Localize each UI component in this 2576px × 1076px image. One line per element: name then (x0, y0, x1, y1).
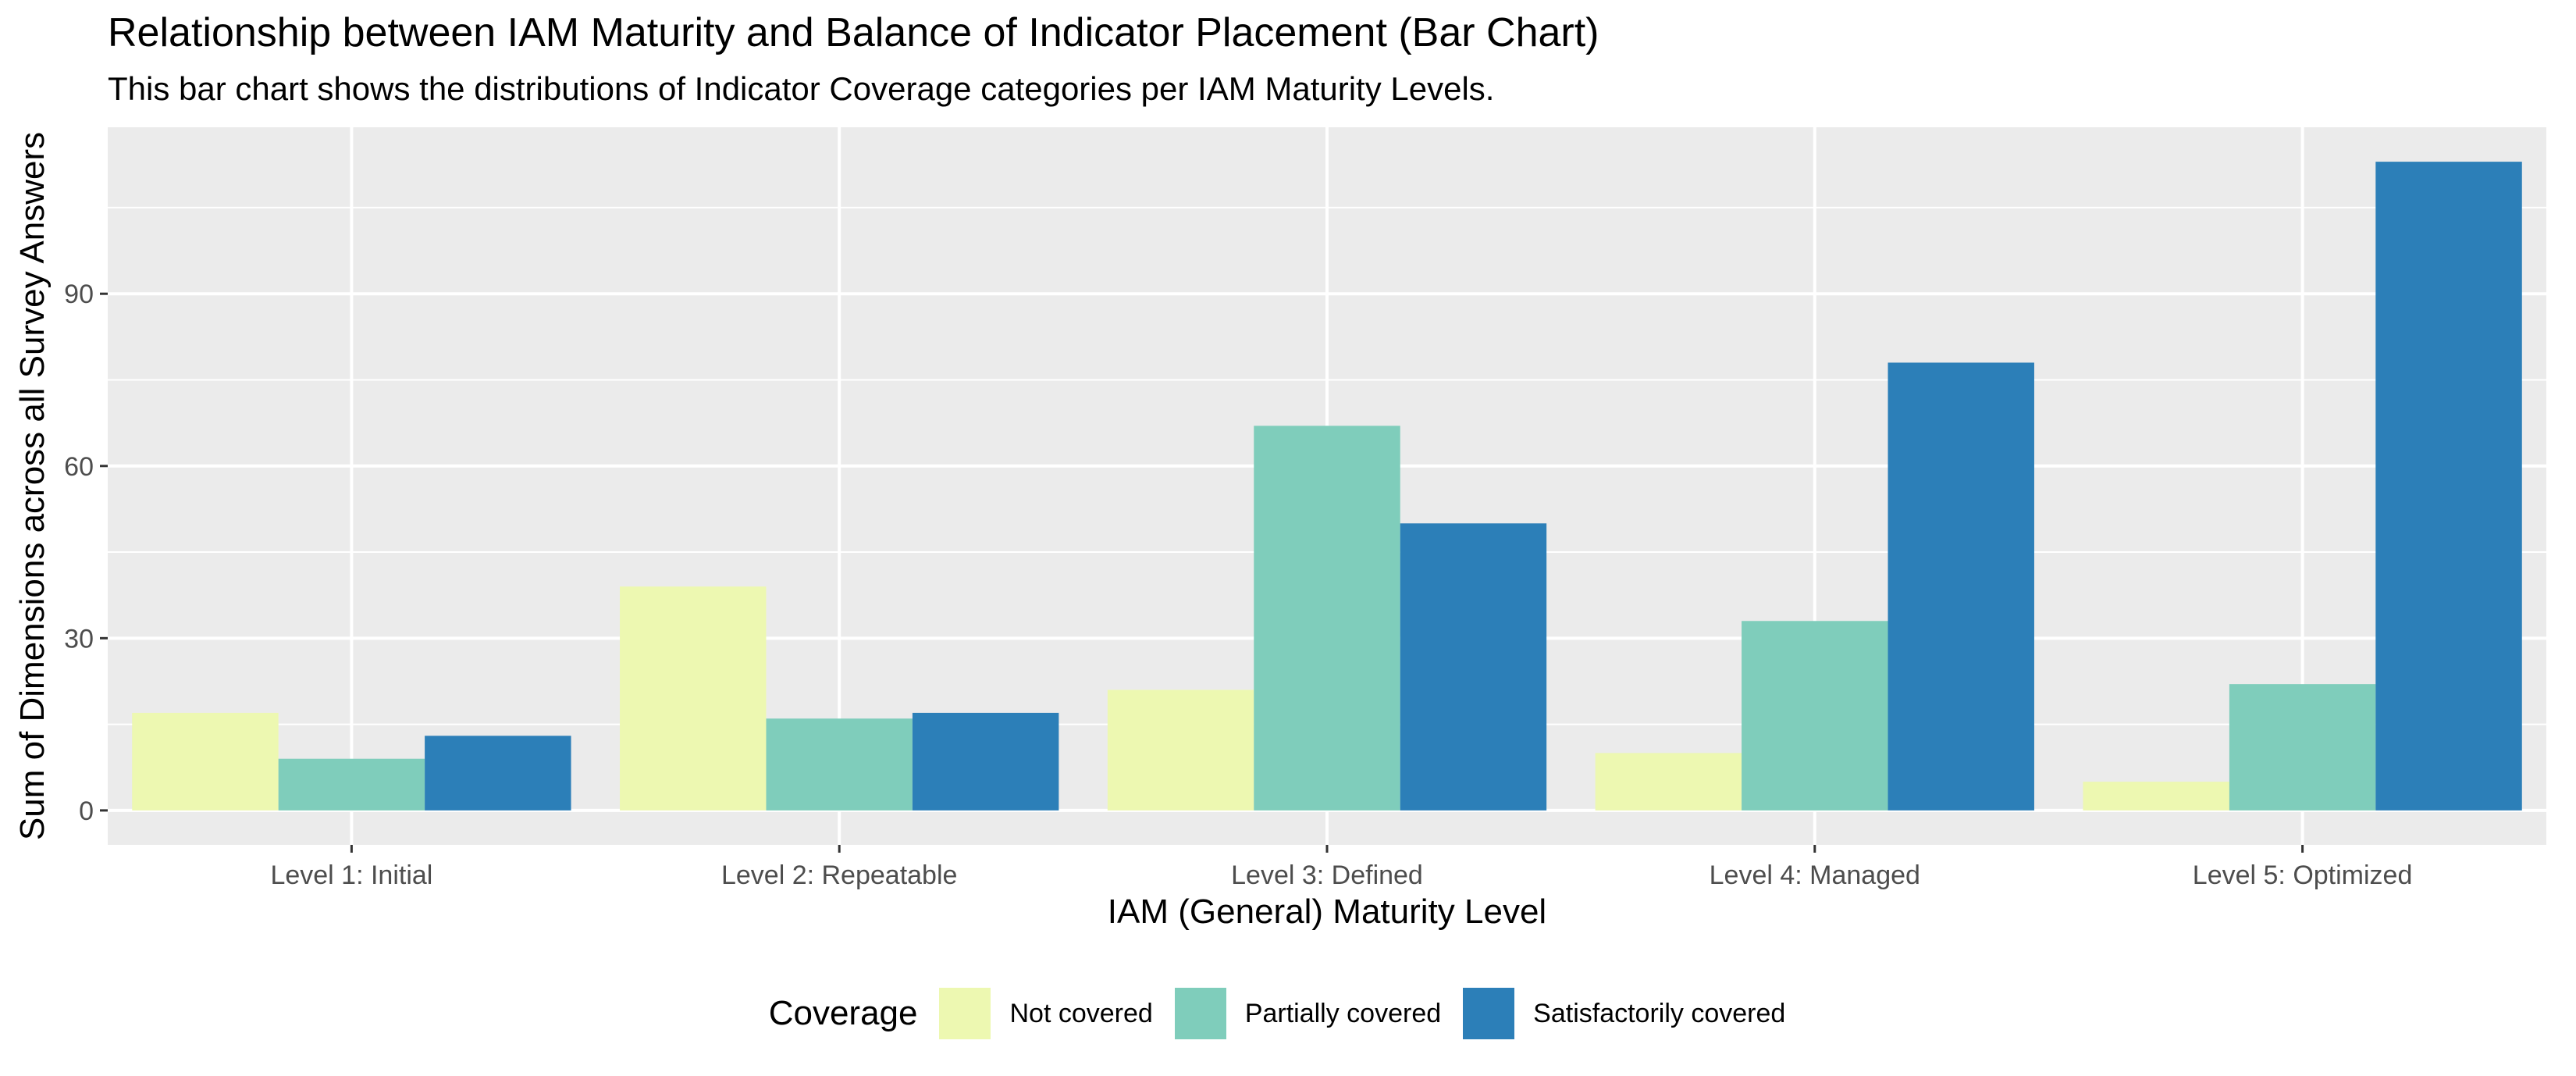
y-axis-title: Sum of Dimensions across all Survey Answ… (13, 132, 52, 840)
bar (278, 758, 425, 811)
x-tick-label: Level 1: Initial (270, 860, 432, 890)
legend-label: Satisfactorily covered (1533, 998, 1786, 1028)
bar (1107, 689, 1254, 811)
x-tick-label: Level 5: Optimized (2193, 860, 2413, 890)
bar (2229, 684, 2376, 811)
bar (620, 586, 767, 811)
x-tick-label: Level 3: Defined (1231, 860, 1423, 890)
legend-item: Not covered (939, 988, 1153, 1039)
y-tick-label: 30 (64, 624, 94, 654)
bar (1888, 362, 2034, 811)
bar (132, 712, 279, 811)
bars-group (132, 162, 2522, 811)
legend-swatch (1174, 988, 1226, 1039)
bar (1742, 621, 1888, 811)
x-tick-label: Level 4: Managed (1710, 860, 1920, 890)
legend-swatch (939, 988, 991, 1039)
x-axis-title: IAM (General) Maturity Level (1108, 893, 1546, 931)
legend-swatch (1463, 988, 1515, 1039)
legend: Coverage Not covered Partially covered Sat… (0, 982, 2576, 1045)
bar (1595, 753, 1742, 811)
legend-title: Coverage (768, 994, 918, 1032)
bar-chart: 0 30 60 90 Level 1: Initial Level 2: Repeata… (13, 127, 2546, 931)
chart-subtitle: This bar chart shows the distributions o… (108, 70, 1495, 107)
legend-item: Partially covered (1174, 988, 1442, 1039)
x-tick-label: Level 2: Repeatable (721, 860, 957, 890)
bar (2375, 162, 2522, 811)
legend-items: Not covered Partially covered Satisfactori… (939, 988, 1807, 1039)
bar (1400, 523, 1547, 811)
legend-label: Partially covered (1244, 998, 1442, 1028)
bar (425, 736, 571, 811)
chart-title: Relationship between IAM Maturity and Ba… (108, 10, 1599, 55)
bar (766, 718, 913, 811)
y-tick-label: 90 (64, 280, 94, 309)
bar (912, 712, 1059, 811)
legend-item: Satisfactorily covered (1463, 988, 1785, 1039)
y-tick-label: 60 (64, 452, 94, 482)
legend-label: Not covered (1009, 998, 1153, 1028)
y-axis-ticks: 0 30 60 90 (64, 280, 108, 826)
bar (1254, 426, 1400, 811)
bar (2083, 782, 2229, 811)
y-tick-label: 0 (79, 796, 94, 826)
x-axis-ticks: Level 1: Initial Level 2: Repeatable Level… (270, 845, 2412, 890)
